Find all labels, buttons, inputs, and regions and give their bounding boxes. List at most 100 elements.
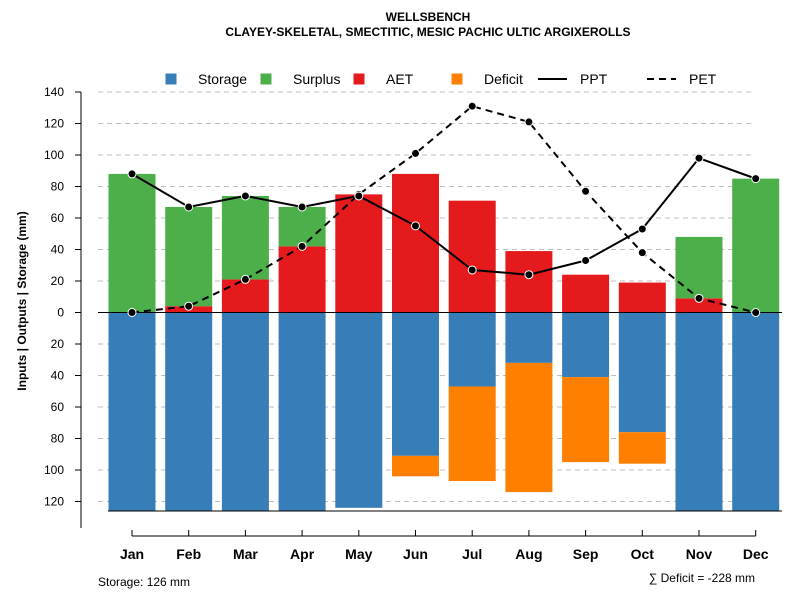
deficit-bar — [618, 432, 666, 464]
ppt-line-point — [467, 265, 477, 275]
storage-bar — [335, 312, 383, 508]
storage-bar — [392, 312, 439, 456]
ppt-line-point — [637, 224, 647, 234]
aet-bar — [221, 279, 269, 313]
storage-bar — [562, 312, 610, 378]
storage-bar — [278, 312, 326, 511]
surplus-bar — [221, 195, 269, 280]
y-axis: 140 120 100 80 60 40 20 0 20 40 60 80 100 120 — [44, 85, 82, 528]
storage-bar — [732, 312, 780, 511]
x-tick-label: Aug — [515, 546, 542, 562]
x-tick-label: Sep — [573, 546, 599, 562]
x-tick-label: Dec — [743, 546, 769, 562]
deficit-note: ∑ Deficit = -228 mm — [649, 571, 755, 585]
aet-bar — [278, 246, 326, 313]
y-axis-label: Inputs | Outputs | Storage (mm) — [15, 211, 29, 390]
y-tick-label: 60 — [51, 211, 65, 225]
x-tick-label: Jun — [403, 546, 428, 562]
x-tick-label: May — [345, 546, 372, 562]
deficit-bar — [392, 455, 439, 477]
ppt-line — [131, 156, 757, 276]
legend-label: PPT — [580, 71, 608, 87]
pet-line-point — [524, 117, 534, 127]
y-tick-label: 40 — [51, 369, 65, 383]
ppt-line-point — [127, 169, 137, 179]
legend-label: Deficit — [484, 71, 523, 87]
y-tick-label: 100 — [44, 463, 64, 477]
legend-swatch — [353, 73, 365, 85]
pet-line-point — [467, 101, 477, 111]
legend-swatch — [165, 73, 177, 85]
pet-line-point — [127, 308, 137, 317]
x-axis: Jan Feb Mar Apr May Jun Jul Aug Sep Oct Nov Dec — [120, 530, 769, 562]
storage-bar — [108, 312, 156, 511]
surplus-bar — [165, 206, 213, 307]
legend-swatch — [451, 73, 463, 85]
x-tick-label: Feb — [176, 546, 201, 562]
y-tick-label: 20 — [51, 274, 65, 288]
aet-bar — [505, 251, 553, 313]
storage-bar — [618, 312, 666, 433]
legend-label: Surplus — [293, 71, 340, 87]
ppt-line-point — [354, 191, 364, 201]
storage-bar — [165, 312, 213, 511]
legend-swatch — [260, 73, 272, 85]
storage-bar — [675, 312, 723, 511]
y-tick-label: 60 — [51, 400, 65, 414]
legend-label: Storage — [198, 71, 247, 87]
y-tick-label: 20 — [51, 337, 65, 351]
surplus-bar — [675, 236, 723, 299]
surplus-bar — [108, 173, 156, 313]
aet-bar — [562, 274, 610, 313]
pet-line — [131, 105, 756, 314]
ppt-line-point — [694, 153, 704, 163]
pet-line-point — [240, 274, 250, 284]
y-tick-label: 40 — [51, 243, 65, 257]
storage-bar — [448, 312, 496, 387]
aet-bar — [618, 282, 666, 313]
pet-line-point — [637, 248, 647, 258]
deficit-bar — [448, 386, 496, 482]
y-tick-label: 120 — [44, 495, 64, 509]
storage-bar — [505, 312, 553, 363]
ppt-line-point — [581, 256, 591, 266]
storage-note: Storage: 126 mm — [98, 575, 190, 589]
y-tick-label: 0 — [57, 306, 64, 320]
x-tick-label: Oct — [631, 546, 655, 562]
y-tick-label: 80 — [51, 180, 65, 194]
chart-legend: Storage Surplus AET Deficit PPT PET — [165, 71, 717, 87]
x-tick-label: Jul — [462, 546, 482, 562]
aet-bar — [335, 194, 383, 313]
deficit-bar — [562, 377, 610, 463]
storage-bar — [221, 312, 269, 511]
pet-line-point — [297, 241, 307, 251]
deficit-bar — [505, 362, 553, 493]
aet-bar — [392, 173, 439, 313]
x-tick-label: Jan — [120, 546, 144, 562]
legend-label: PET — [689, 71, 717, 87]
x-tick-label: Nov — [686, 546, 713, 562]
ppt-line-point — [184, 202, 194, 212]
pet-line-point — [184, 301, 194, 311]
y-tick-label: 80 — [51, 432, 65, 446]
x-tick-label: Apr — [290, 546, 315, 562]
pet-line-point — [694, 293, 704, 303]
pet-line-point — [751, 308, 761, 317]
surplus-bar — [278, 206, 326, 247]
pet-line-point — [581, 186, 591, 196]
pet-line-point — [411, 148, 420, 158]
chart-title: WELLSBENCH — [386, 10, 471, 24]
ppt-line-point — [524, 270, 534, 280]
y-tick-label: 100 — [44, 148, 64, 162]
chart-subtitle: CLAYEY-SKELETAL, SMECTITIC, MESIC PACHIC… — [225, 25, 630, 39]
bar-series — [98, 173, 782, 512]
surplus-bar — [732, 178, 780, 313]
y-tick-label: 120 — [44, 117, 64, 131]
line-series — [127, 101, 761, 317]
legend-label: AET — [386, 71, 414, 87]
x-tick-label: Mar — [233, 546, 258, 562]
y-tick-label: 140 — [44, 85, 64, 99]
ppt-line-point — [297, 202, 307, 212]
ppt-line-point — [751, 174, 761, 184]
